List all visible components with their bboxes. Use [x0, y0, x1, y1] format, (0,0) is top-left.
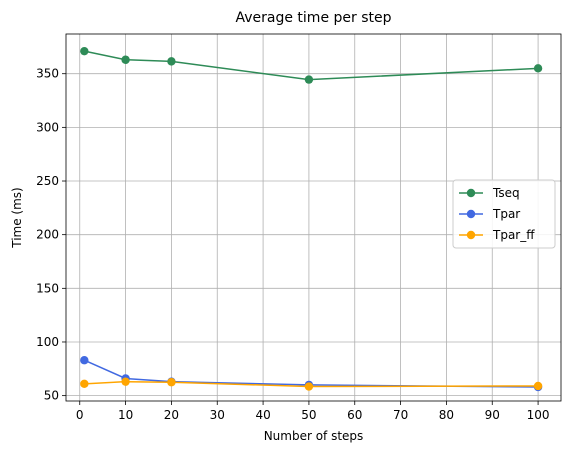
legend-label: Tpar: [492, 207, 520, 221]
data-point: [80, 46, 89, 56]
y-tick-label: 100: [36, 335, 59, 349]
x-tick-label: 20: [164, 408, 179, 422]
x-tick-label: 10: [118, 408, 133, 422]
data-point: [533, 64, 543, 73]
data-point: [121, 377, 130, 386]
y-tick-label: 50: [44, 389, 59, 403]
legend-item: Tpar_ff: [459, 228, 535, 242]
legend-swatch-marker: [466, 188, 476, 198]
y-tick-label: 200: [36, 228, 59, 242]
legend-swatch-marker: [466, 230, 476, 240]
x-axis-ticks: 0 10 20 30 40 50 60 70 80 90 100: [76, 401, 550, 422]
data-point: [167, 378, 176, 387]
y-tick-label: 150: [36, 281, 59, 295]
y-tick-label: 250: [36, 174, 59, 188]
x-tick-label: 50: [301, 408, 316, 422]
x-tick-label: 90: [485, 408, 500, 422]
legend-box: [452, 179, 556, 249]
legend-label: Tseq: [492, 186, 520, 200]
data-point: [121, 55, 130, 64]
legend-item: Tpar: [459, 207, 520, 221]
y-tick-label: 300: [36, 120, 59, 134]
chart-title: Average time per step: [235, 10, 391, 26]
legend: Tseq Tpar Tpar_ff: [452, 179, 556, 249]
series-line: [84, 50, 539, 81]
x-tick-label: 100: [527, 408, 550, 422]
plot-frame: [65, 33, 562, 402]
legend-item: Tseq: [459, 186, 520, 200]
x-tick-label: 80: [439, 408, 454, 422]
data-point: [304, 382, 314, 391]
data-point: [304, 75, 314, 84]
data-point: [80, 356, 89, 365]
grid: [66, 34, 561, 401]
data-point: [167, 57, 176, 66]
series-tseq: [80, 46, 543, 84]
data-point: [80, 379, 89, 389]
x-tick-label: 0: [76, 408, 84, 422]
x-tick-label: 40: [255, 408, 270, 422]
y-axis-label: Time (ms): [10, 187, 24, 249]
legend-swatch-marker: [466, 209, 476, 219]
x-tick-label: 70: [393, 408, 408, 422]
x-tick-label: 60: [347, 408, 362, 422]
x-tick-label: 30: [210, 408, 225, 422]
series-tpar-ff: [80, 377, 543, 391]
legend-label: Tpar_ff: [492, 228, 535, 242]
y-tick-label: 350: [36, 67, 59, 81]
y-axis-ticks: 50 100 150 200 250 300 350: [36, 67, 66, 403]
data-point: [533, 381, 543, 391]
series-layer: [80, 46, 543, 392]
x-axis-label: Number of steps: [264, 429, 364, 443]
